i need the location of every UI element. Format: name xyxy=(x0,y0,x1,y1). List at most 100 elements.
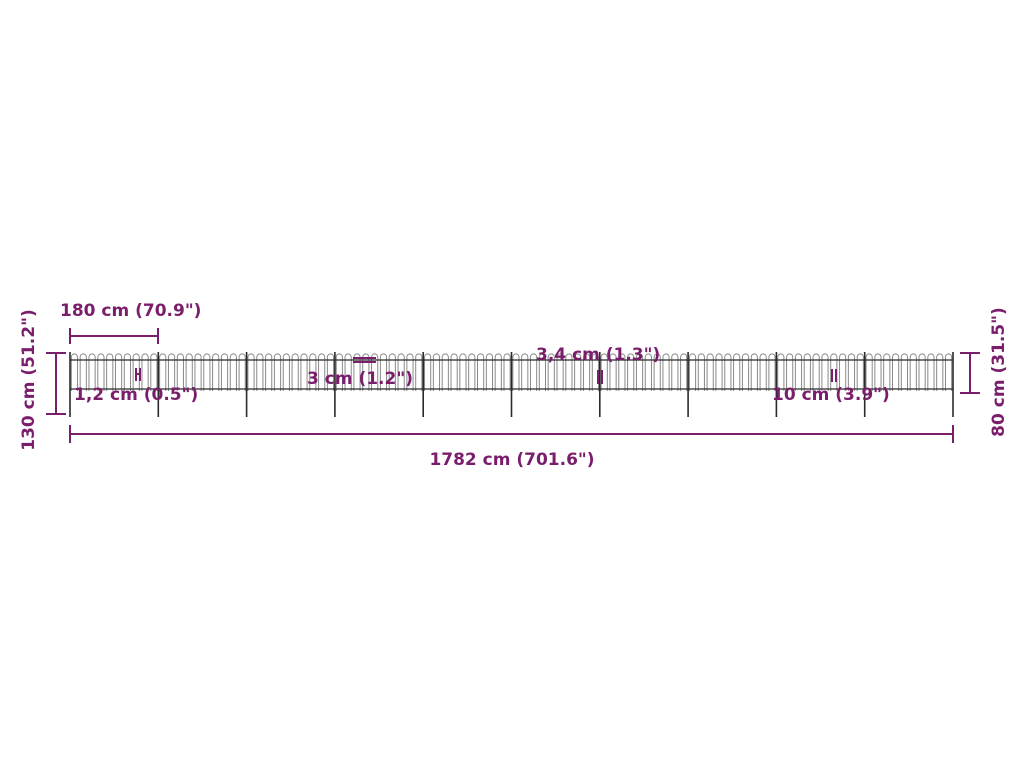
picket xyxy=(936,353,944,391)
picket xyxy=(591,353,599,391)
picket xyxy=(79,353,87,391)
picket xyxy=(503,353,511,391)
picket xyxy=(97,353,105,391)
picket xyxy=(847,353,856,391)
picket xyxy=(282,353,290,391)
picket xyxy=(114,353,123,391)
picket xyxy=(706,353,714,391)
picket xyxy=(582,353,591,391)
fence-height-label: 80 cm (31.5") xyxy=(989,307,1009,437)
picket xyxy=(777,353,785,391)
picket xyxy=(900,353,909,391)
picket xyxy=(565,353,573,391)
picket xyxy=(927,353,935,391)
picket xyxy=(176,353,184,391)
total-length-label: 1782 cm (701.6") xyxy=(429,450,594,470)
picket xyxy=(662,353,670,391)
picket xyxy=(167,353,176,391)
picket xyxy=(768,353,776,391)
picket xyxy=(256,353,264,391)
picket xyxy=(397,353,405,391)
picket xyxy=(644,353,652,391)
picket xyxy=(450,353,458,391)
picket xyxy=(159,353,167,391)
picket xyxy=(794,353,803,391)
post-diameter-label: 3,4 cm (1.3") xyxy=(536,345,660,365)
gap-marker xyxy=(831,369,837,382)
picket xyxy=(671,353,679,391)
picket xyxy=(485,353,494,391)
picket xyxy=(574,353,582,391)
picket xyxy=(786,353,794,391)
fence-drawing xyxy=(69,352,954,417)
total-height-label: 130 cm (51.2") xyxy=(19,309,39,450)
picket xyxy=(750,353,758,391)
picket xyxy=(521,353,529,391)
rail-spacing-label: 3 cm (1.2") xyxy=(307,369,413,389)
picket xyxy=(388,353,396,391)
picket xyxy=(724,353,732,391)
picket xyxy=(538,353,546,391)
picket xyxy=(88,353,96,391)
picket xyxy=(821,353,829,391)
picket xyxy=(883,353,891,391)
picket xyxy=(273,353,282,391)
picket xyxy=(309,353,317,391)
picket-gap-label: 10 cm (3.9") xyxy=(772,385,890,405)
picket xyxy=(468,353,476,391)
picket-diameter-label: 1,2 cm (0.5") xyxy=(74,385,198,405)
picket xyxy=(362,353,370,391)
picket xyxy=(141,353,149,391)
picket xyxy=(194,353,202,391)
picket xyxy=(856,353,864,391)
picket xyxy=(459,353,467,391)
picket xyxy=(291,353,299,391)
picket xyxy=(326,353,335,391)
picket xyxy=(371,353,379,391)
picket xyxy=(733,353,741,391)
dimension-lines xyxy=(46,328,980,443)
picket xyxy=(229,353,237,391)
picket xyxy=(812,353,820,391)
picket xyxy=(944,353,953,391)
picket xyxy=(680,353,688,391)
picket xyxy=(547,353,555,391)
picket xyxy=(874,353,882,391)
picket xyxy=(741,353,750,391)
picket xyxy=(212,353,220,391)
picket xyxy=(70,353,79,391)
picket xyxy=(839,353,847,391)
panel-width-label: 180 cm (70.9") xyxy=(60,301,201,321)
picket xyxy=(600,353,608,391)
picket xyxy=(609,353,617,391)
picket xyxy=(432,353,441,391)
picket xyxy=(512,353,520,391)
picket xyxy=(494,353,502,391)
picket xyxy=(150,353,158,391)
picket xyxy=(424,353,432,391)
picket xyxy=(909,353,917,391)
picket xyxy=(265,353,273,391)
picket xyxy=(477,353,485,391)
picket xyxy=(892,353,900,391)
picket xyxy=(635,353,644,391)
rail-marker xyxy=(353,357,376,363)
picket xyxy=(300,353,308,391)
picket xyxy=(203,353,211,391)
picket xyxy=(618,353,626,391)
picket xyxy=(379,353,388,391)
picket xyxy=(697,353,705,391)
fence-height-line xyxy=(960,352,980,394)
picket xyxy=(406,353,414,391)
picket xyxy=(238,353,246,391)
picket xyxy=(556,353,564,391)
picket xyxy=(335,353,343,391)
picket xyxy=(803,353,811,391)
picket xyxy=(318,353,326,391)
picket xyxy=(123,353,131,391)
picket xyxy=(353,353,361,391)
picket xyxy=(688,353,697,391)
post-marker xyxy=(597,370,603,384)
picket xyxy=(106,353,114,391)
